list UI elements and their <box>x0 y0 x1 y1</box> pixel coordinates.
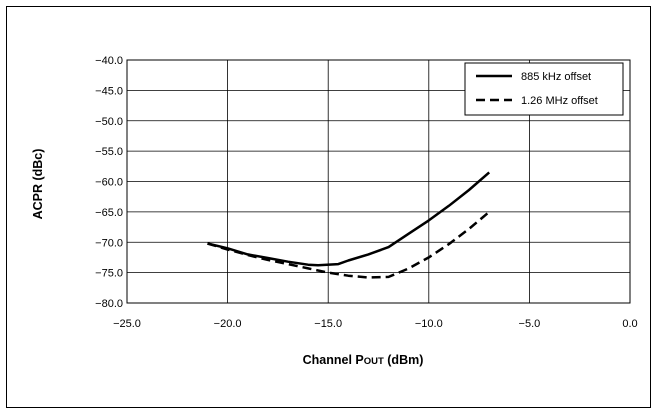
y-tick-label: −55.0 <box>95 146 123 158</box>
x-axis-title: Channel POUT (dBm) <box>303 353 424 367</box>
y-tick-label: −70.0 <box>95 237 123 249</box>
x-axis-title-subscript: OUT <box>364 356 384 367</box>
plot-area-border <box>126 59 631 304</box>
y-axis-tick-labels: −40.0 −45.0 −50.0 −55.0 −60.0 −65.0 −70.0 −75.0… <box>95 55 123 310</box>
data-series <box>207 171 491 279</box>
legend-label-885khz: 885 kHz offset <box>521 71 591 83</box>
x-tick-label: −5.0 <box>519 318 541 330</box>
legend: 885 kHz offset 1.26 MHz offset <box>464 62 624 116</box>
x-axis-title-main: Channel P <box>303 353 364 367</box>
x-tick-label: −25.0 <box>113 318 141 330</box>
y-axis-title: ACPR (dBc) <box>31 149 45 220</box>
legend-box <box>464 62 624 116</box>
x-tick-label: −10.0 <box>415 318 443 330</box>
series-line-885khz-offset <box>207 171 491 267</box>
y-tick-label: −80.0 <box>95 298 123 310</box>
y-tick-label: −50.0 <box>95 116 123 128</box>
x-axis-title-suffix: (dBm) <box>384 353 424 367</box>
y-tick-label: −60.0 <box>95 177 123 189</box>
y-tick-label: −75.0 <box>95 268 123 280</box>
x-tick-label: −15.0 <box>314 318 342 330</box>
x-tick-label: −20.0 <box>214 318 242 330</box>
x-tick-label: 0.0 <box>622 318 637 330</box>
y-tick-label: −40.0 <box>95 55 123 67</box>
y-tick-label: −65.0 <box>95 207 123 219</box>
y-tick-label: −45.0 <box>95 85 123 97</box>
legend-label-126mhz: 1.26 MHz offset <box>521 95 598 107</box>
x-axis-tick-labels: −25.0 −20.0 −15.0 −10.0 −5.0 0.0 <box>113 318 638 330</box>
series-line-126mhz-offset <box>207 210 491 279</box>
